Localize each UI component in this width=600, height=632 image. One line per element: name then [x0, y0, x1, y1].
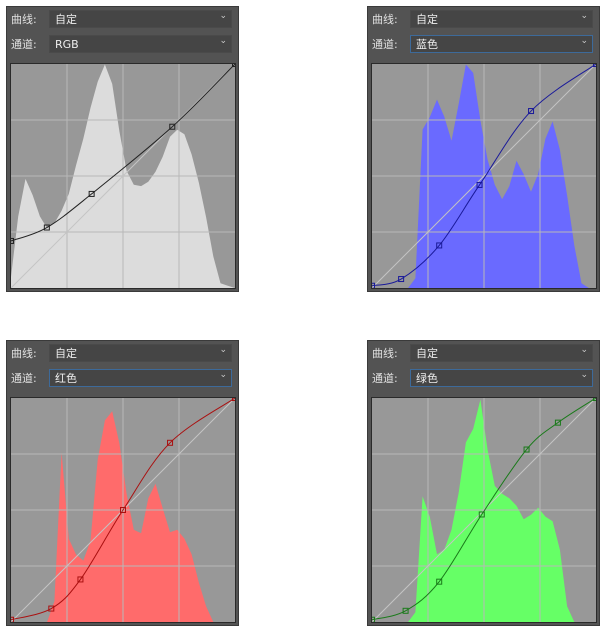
channel-value: 绿色 [416, 372, 438, 385]
channel-label: 通道: [372, 38, 398, 51]
channel-label: 通道: [372, 372, 398, 385]
channel-row: 通道: RGB ⌄ [11, 35, 232, 53]
curves-panel: 曲线: 自定 ⌄ 通道: 红色 ⌄ [6, 340, 239, 626]
curve-line [11, 398, 235, 621]
channel-value: 红色 [55, 372, 77, 385]
preset-value: 自定 [416, 347, 438, 360]
baseline-diagonal [372, 398, 596, 622]
curve-control-point[interactable] [169, 123, 176, 130]
preset-value: 自定 [55, 13, 77, 26]
chevron-down-icon: ⌄ [219, 345, 227, 355]
curve-control-point[interactable] [402, 607, 409, 614]
channel-row: 通道: 绿色 ⌄ [372, 369, 593, 387]
baseline-diagonal [372, 64, 596, 288]
chevron-down-icon: ⌄ [580, 11, 588, 21]
channel-dropdown[interactable]: 蓝色 ⌄ [410, 35, 593, 53]
curve-control-point[interactable] [48, 605, 55, 612]
preset-row: 曲线: 自定 ⌄ [372, 10, 593, 28]
curve-control-point[interactable] [436, 242, 443, 249]
curve-control-point[interactable] [10, 237, 14, 244]
curves-label: 曲线: [372, 13, 398, 26]
preset-row: 曲线: 自定 ⌄ [11, 10, 232, 28]
curves-label: 曲线: [11, 347, 37, 360]
channel-row: 通道: 蓝色 ⌄ [372, 35, 593, 53]
preset-dropdown[interactable]: 自定 ⌄ [49, 10, 232, 28]
channel-dropdown[interactable]: RGB ⌄ [49, 35, 232, 53]
curve-control-point[interactable] [478, 511, 485, 518]
curve-graph[interactable] [371, 63, 597, 289]
curve-control-point[interactable] [77, 576, 84, 583]
preset-dropdown[interactable]: 自定 ⌄ [49, 344, 232, 362]
curve-graph[interactable] [10, 397, 236, 623]
curve-graph[interactable] [10, 63, 236, 289]
curve-control-point[interactable] [10, 616, 14, 622]
channel-value: 蓝色 [416, 38, 438, 51]
curves-panel: 曲线: 自定 ⌄ 通道: RGB ⌄ [6, 6, 239, 292]
curve-control-point[interactable] [43, 224, 50, 231]
preset-value: 自定 [416, 13, 438, 26]
preset-row: 曲线: 自定 ⌄ [372, 344, 593, 362]
chevron-down-icon: ⌄ [219, 370, 227, 380]
channel-row: 通道: 红色 ⌄ [11, 369, 232, 387]
channel-dropdown[interactable]: 绿色 ⌄ [410, 369, 593, 387]
curves-label: 曲线: [372, 347, 398, 360]
curve-control-point[interactable] [167, 439, 174, 446]
curve-control-point[interactable] [371, 282, 375, 288]
curves-panel: 曲线: 自定 ⌄ 通道: 绿色 ⌄ [367, 340, 600, 626]
curve-control-point[interactable] [371, 616, 375, 622]
chevron-down-icon: ⌄ [219, 36, 227, 46]
curve-control-point[interactable] [120, 507, 126, 513]
curve-control-point[interactable] [523, 446, 530, 453]
curve-line [372, 398, 596, 621]
curve-control-point[interactable] [528, 108, 535, 115]
curve-line [372, 64, 596, 287]
chevron-down-icon: ⌄ [580, 345, 588, 355]
baseline-diagonal [11, 64, 235, 288]
preset-value: 自定 [55, 347, 77, 360]
preset-dropdown[interactable]: 自定 ⌄ [410, 344, 593, 362]
curves-panel: 曲线: 自定 ⌄ 通道: 蓝色 ⌄ [367, 6, 600, 292]
curve-control-point[interactable] [554, 419, 561, 426]
chevron-down-icon: ⌄ [219, 11, 227, 21]
channel-label: 通道: [11, 372, 37, 385]
curves-label: 曲线: [11, 13, 37, 26]
curve-graph[interactable] [371, 397, 597, 623]
curve-control-point[interactable] [398, 276, 405, 283]
chevron-down-icon: ⌄ [580, 36, 588, 46]
curve-control-point[interactable] [436, 578, 443, 585]
channel-dropdown[interactable]: 红色 ⌄ [49, 369, 232, 387]
curve-control-point[interactable] [476, 181, 483, 188]
preset-row: 曲线: 自定 ⌄ [11, 344, 232, 362]
preset-dropdown[interactable]: 自定 ⌄ [410, 10, 593, 28]
channel-label: 通道: [11, 38, 37, 51]
curve-line [11, 64, 235, 242]
curve-control-point[interactable] [88, 190, 95, 197]
chevron-down-icon: ⌄ [580, 370, 588, 380]
channel-value: RGB [55, 37, 79, 51]
